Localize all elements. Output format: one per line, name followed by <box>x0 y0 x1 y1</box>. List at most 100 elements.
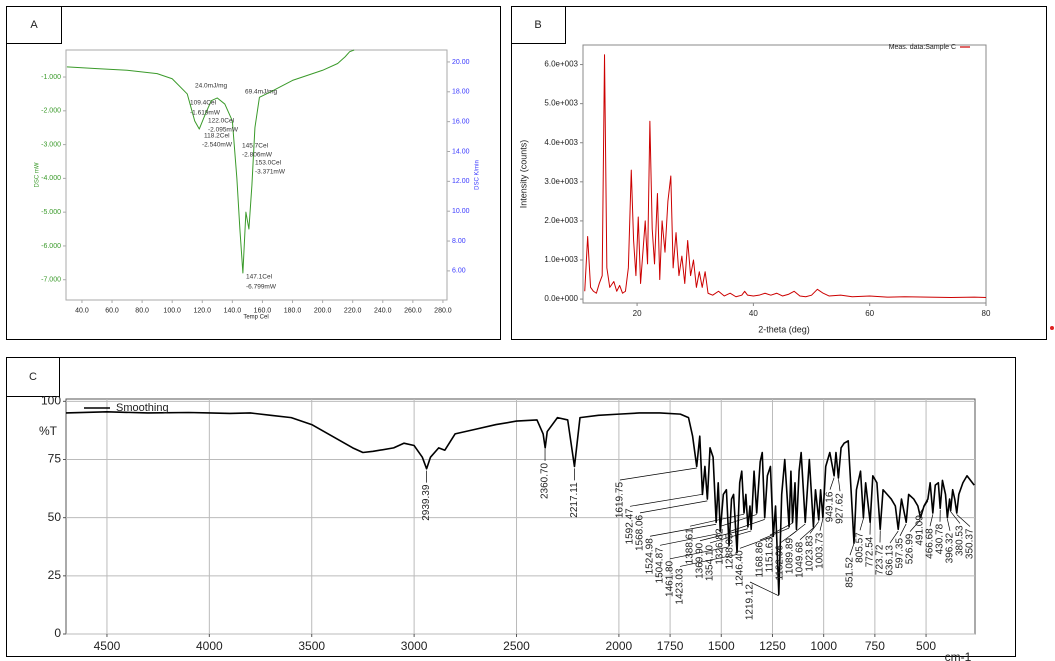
y-tick-label: -2.000 <box>41 108 61 115</box>
y2-axis-title: DSC K/min <box>475 160 481 190</box>
peak-label: 1461.80 <box>665 560 676 597</box>
x-tick-label: 240.0 <box>374 307 392 314</box>
y-tick-label: 3.0e+003 <box>544 177 578 186</box>
peak-label: 1168.86 <box>755 542 766 578</box>
leader-line <box>729 519 765 532</box>
peak-label: 1049.68 <box>795 541 806 578</box>
y-tick-label: 0.0e+000 <box>544 294 578 303</box>
x-tick-label: 40 <box>749 309 758 318</box>
leader-line <box>849 543 855 556</box>
leader-line <box>909 519 921 532</box>
y-axis-title: DSC mW <box>35 162 41 187</box>
peak-label: 526.99 <box>905 533 916 564</box>
y-tick-label: 6.0e+003 <box>544 60 578 69</box>
y-tick-label: 25 <box>48 568 62 582</box>
x-tick-label: 1250 <box>759 639 786 653</box>
plot-frame <box>582 44 987 304</box>
plot-frame <box>65 49 448 301</box>
x-tick-label: 3000 <box>401 639 428 653</box>
y-tick-label: -5.000 <box>41 209 61 216</box>
panel-label-box <box>6 6 62 44</box>
x-tick-label: 1750 <box>657 639 684 653</box>
panel-frame <box>6 357 1016 657</box>
peak-label: 396.32 <box>945 532 956 563</box>
peak-label: 805.57 <box>855 532 866 563</box>
x-axis-title: Temp Cel <box>243 315 268 321</box>
peak-label: 1003.73 <box>815 532 826 569</box>
peak-label: 1592.47 <box>625 508 636 545</box>
y2-tick-label: 12.00 <box>452 178 470 185</box>
x-tick-label: 40.0 <box>75 307 89 314</box>
peak-label: 1369.90 <box>695 542 706 579</box>
peak-label: 1568.06 <box>635 514 646 551</box>
leader-line <box>699 528 749 542</box>
y-tick-label: 1.0e+003 <box>544 255 578 264</box>
peak-label: 1619.75 <box>615 482 626 519</box>
leader-line <box>629 493 703 507</box>
leader-line <box>956 514 971 527</box>
x-tick-label: 4500 <box>94 639 121 653</box>
x-tick-label: 80 <box>982 309 991 318</box>
x-tick-label: 2000 <box>606 639 633 653</box>
annotation: 69.4mJ/mg <box>245 89 278 96</box>
leader-line <box>799 527 814 541</box>
leader-line <box>809 521 820 534</box>
leader-line <box>619 467 697 481</box>
leader-line <box>829 477 835 490</box>
leader-line <box>649 523 717 537</box>
peak-label: 1246.40 <box>735 550 746 587</box>
peak-label: 2217.11 <box>569 482 580 518</box>
y-tick-label: 4.0e+003 <box>544 138 578 147</box>
peak-label: 380.53 <box>955 525 966 556</box>
leader-line <box>789 523 806 537</box>
x-tick-label: 220.0 <box>344 307 362 314</box>
leader-line <box>669 546 730 560</box>
x-tick-label: 160.0 <box>254 307 272 314</box>
peak-label: 1423.03 <box>675 568 686 605</box>
annotation: -2.540mW <box>202 142 233 149</box>
annotation: 109.4Cel <box>190 100 217 107</box>
leader-line <box>749 581 779 597</box>
y2-tick-label: 20.00 <box>452 59 470 66</box>
data-line <box>66 49 355 274</box>
x-tick-label: 260.0 <box>404 307 422 314</box>
x-tick-label: 60 <box>865 309 874 318</box>
leader-line <box>919 500 929 514</box>
peak-label: 466.68 <box>925 528 936 559</box>
dot <box>1050 326 1054 330</box>
leader-line <box>689 513 745 527</box>
annotation: 122.0Cel <box>208 118 235 125</box>
leader-line <box>659 532 721 546</box>
peak-label: 1354.10 <box>705 544 716 581</box>
leader-line <box>950 511 961 524</box>
y2-tick-label: 6.00 <box>452 268 466 275</box>
leader-line <box>639 500 708 514</box>
x-tick-label: 3500 <box>298 639 325 653</box>
x-tick-label: 180.0 <box>284 307 302 314</box>
x-tick-label: 750 <box>865 639 885 653</box>
annotation: 145.7Cel <box>242 143 269 150</box>
peak-label: 1151.63 <box>765 537 776 573</box>
x-tick-label: 60.0 <box>105 307 119 314</box>
legend-label: Smoothing <box>116 402 169 414</box>
peak-label: 1219.12 <box>745 584 756 621</box>
peak-label: 927.62 <box>835 493 846 524</box>
x-tick-label: 120.0 <box>194 307 212 314</box>
y2-tick-label: 18.00 <box>452 89 470 96</box>
annotation: 153.0Cel <box>255 160 282 167</box>
y-axis-title: %T <box>39 424 58 438</box>
annotation: -2.806mW <box>242 152 273 159</box>
leader-line <box>838 479 841 492</box>
leader-line <box>899 523 907 537</box>
y-tick-label: 100 <box>41 393 61 407</box>
x-tick-label: 2500 <box>503 639 530 653</box>
leader-line <box>889 530 899 544</box>
y-tick-label: -6.000 <box>41 243 61 250</box>
leader-line <box>929 514 934 527</box>
annotation: 147.1Cel <box>246 274 273 281</box>
y-tick-label: -4.000 <box>41 175 61 182</box>
panel-frame <box>6 6 501 340</box>
x-tick-label: 100.0 <box>163 307 181 314</box>
